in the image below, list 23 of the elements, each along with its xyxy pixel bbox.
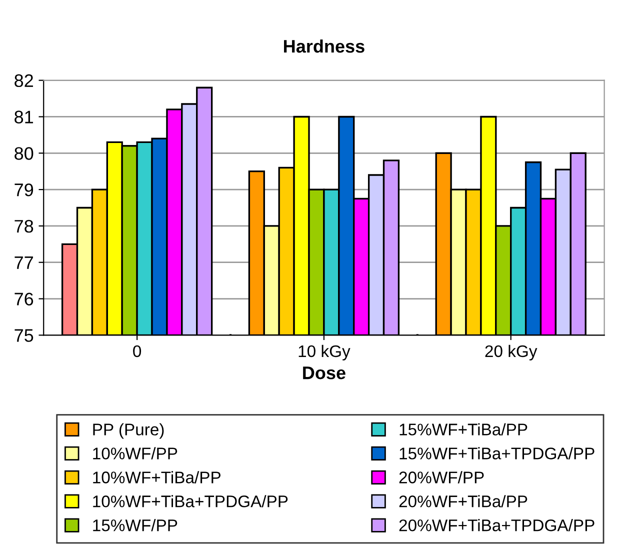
y-tick-label: 82 bbox=[14, 74, 33, 88]
legend-label: 20%WF+TiBa+TPDGA/PP bbox=[399, 519, 594, 532]
x-axis-title: Dose bbox=[303, 366, 346, 380]
legend-label: 15%WF/PP bbox=[93, 519, 178, 532]
y-tick-label: 81 bbox=[14, 110, 34, 124]
legend-label: 10%WF+TiBa/PP bbox=[93, 471, 220, 484]
y-tick-label: 76 bbox=[14, 292, 34, 306]
legend-label: 20%WF+TiBa/PP bbox=[399, 495, 528, 508]
legend-label: 10%WF+TiBa+TPDGA/PP bbox=[93, 495, 288, 508]
x-tick-label: 0 bbox=[133, 345, 142, 358]
y-tick-label: 80 bbox=[14, 147, 34, 160]
chart-title: Hardness bbox=[284, 39, 364, 53]
x-tick-label: 20 kGy bbox=[485, 344, 538, 360]
legend-label: PP (Pure) bbox=[93, 423, 164, 439]
y-tick-label: 78 bbox=[14, 220, 34, 233]
y-tick-label: 77 bbox=[14, 256, 33, 269]
legend-label: 15%WF+TiBa/PP bbox=[400, 423, 528, 436]
y-tick-label: 75 bbox=[14, 329, 34, 342]
legend-label: 15%WF+TiBa+TPDGA/PP bbox=[400, 447, 594, 460]
y-tick-label: 79 bbox=[14, 183, 34, 196]
x-tick-label: 10 kGy bbox=[298, 344, 350, 360]
legend-label: 20%WF/PP bbox=[399, 471, 484, 484]
legend-label: 10%WF/PP bbox=[93, 447, 178, 460]
